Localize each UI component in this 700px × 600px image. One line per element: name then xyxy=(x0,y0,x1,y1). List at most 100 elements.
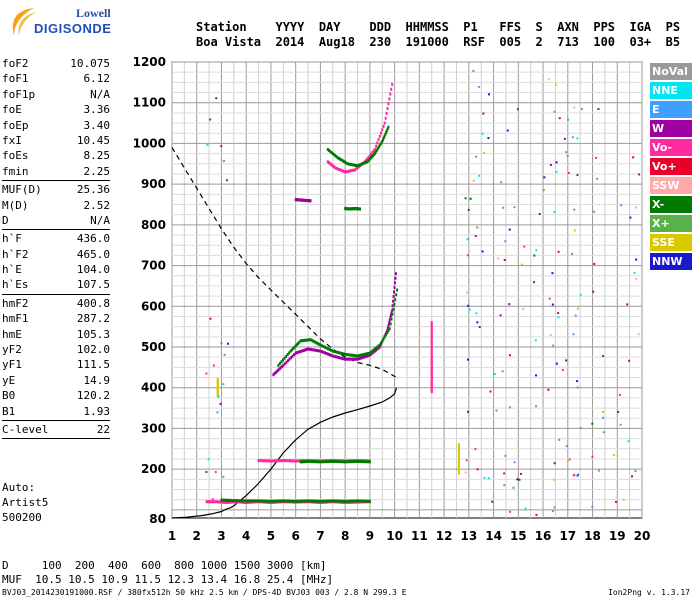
param-row: h`Es 107.5 xyxy=(2,277,110,292)
param-separator xyxy=(2,180,110,182)
echo-point xyxy=(290,348,293,352)
noise-point xyxy=(631,475,634,478)
param-value: 25.36 xyxy=(76,183,110,197)
echo-point xyxy=(307,459,310,463)
echo-point xyxy=(308,459,311,463)
digisonde-logo: Lowell DIGISONDE xyxy=(6,4,176,44)
noise-point xyxy=(219,402,222,405)
noise-point xyxy=(205,471,208,474)
echo-point xyxy=(297,459,300,463)
dashed-profile xyxy=(171,147,397,379)
param-label: hmE xyxy=(2,327,22,341)
echo-point xyxy=(396,288,399,292)
noise-point xyxy=(573,208,576,211)
echo-point xyxy=(333,499,336,503)
echo-point xyxy=(221,500,224,504)
echo-point xyxy=(305,499,308,503)
auto-label: Auto: xyxy=(2,481,36,494)
echo-point xyxy=(345,460,348,464)
param-label: D xyxy=(2,213,9,227)
echo-point xyxy=(289,349,292,353)
echo-point xyxy=(252,499,255,503)
echo-point xyxy=(290,356,293,360)
echo-point xyxy=(278,362,281,366)
echo-point xyxy=(282,363,285,367)
param-row: yF2 102.0 xyxy=(2,342,110,357)
echo-point xyxy=(331,499,334,503)
noise-point xyxy=(563,137,566,140)
echo-point xyxy=(314,340,317,344)
echo-point xyxy=(344,357,347,361)
param-label: yE xyxy=(2,373,16,387)
echo-point xyxy=(288,459,291,463)
noise-point xyxy=(638,173,641,176)
noise-point xyxy=(217,395,220,398)
echo-point xyxy=(365,499,368,503)
echo-point xyxy=(322,499,325,503)
echo-point xyxy=(348,499,351,503)
legend-item-x: X+ xyxy=(650,215,692,232)
echo-point xyxy=(249,499,252,503)
noise-point xyxy=(519,472,522,475)
echo-point xyxy=(340,158,343,162)
legend-item-sse: SSE xyxy=(650,234,692,251)
noise-point xyxy=(501,370,504,373)
noise-point xyxy=(478,174,481,177)
noise-point xyxy=(475,312,478,315)
echo-point xyxy=(357,163,360,167)
echo-point xyxy=(282,499,285,503)
param-value: 1.93 xyxy=(83,404,111,418)
noise-point xyxy=(465,291,468,294)
echo-point xyxy=(430,328,433,332)
echo-point xyxy=(327,347,330,351)
param-label: h`Es xyxy=(2,278,29,292)
param-row: MUF(D) 25.36 xyxy=(2,182,110,197)
echo-point xyxy=(278,367,281,371)
echo-point xyxy=(371,351,374,355)
echo-point xyxy=(457,450,460,454)
noise-point xyxy=(561,368,564,371)
echo-point xyxy=(361,499,364,503)
echo-point xyxy=(324,351,327,355)
noise-point xyxy=(499,314,502,317)
echo-point xyxy=(268,499,271,503)
echo-point xyxy=(368,499,371,503)
echo-point xyxy=(430,340,433,344)
param-row: foE 3.36 xyxy=(2,102,110,117)
echo-point xyxy=(300,339,303,343)
noise-point xyxy=(592,290,595,293)
echo-point xyxy=(305,338,308,342)
echo-point xyxy=(380,341,383,345)
echo-point xyxy=(215,500,218,504)
noise-point xyxy=(613,454,616,457)
echo-point xyxy=(344,460,347,464)
echo-point xyxy=(390,87,393,91)
echo-point xyxy=(430,343,433,347)
x-tick-label: 14 xyxy=(485,529,502,543)
param-label: foEs xyxy=(2,149,29,163)
param-value: 14.9 xyxy=(83,373,111,387)
x-tick-label: 12 xyxy=(436,529,453,543)
echo-point xyxy=(257,459,260,463)
echo-point xyxy=(390,317,393,321)
noise-point xyxy=(467,410,470,413)
echo-point xyxy=(372,149,375,153)
noise-point xyxy=(576,174,579,177)
param-separator xyxy=(2,438,110,440)
echo-point xyxy=(364,499,367,503)
echo-point xyxy=(292,347,295,351)
echo-point xyxy=(389,322,392,326)
echo-point xyxy=(271,499,274,503)
legend-item-x: X- xyxy=(650,196,692,213)
echo-point xyxy=(262,459,265,463)
echo-point xyxy=(312,339,314,343)
echo-point xyxy=(243,500,246,504)
noise-point xyxy=(506,129,509,132)
noise-point xyxy=(482,112,485,115)
echo-point xyxy=(387,102,390,106)
param-label: B0 xyxy=(2,389,16,403)
echo-point xyxy=(297,350,300,354)
echo-point xyxy=(367,155,370,159)
echo-point xyxy=(322,350,325,354)
